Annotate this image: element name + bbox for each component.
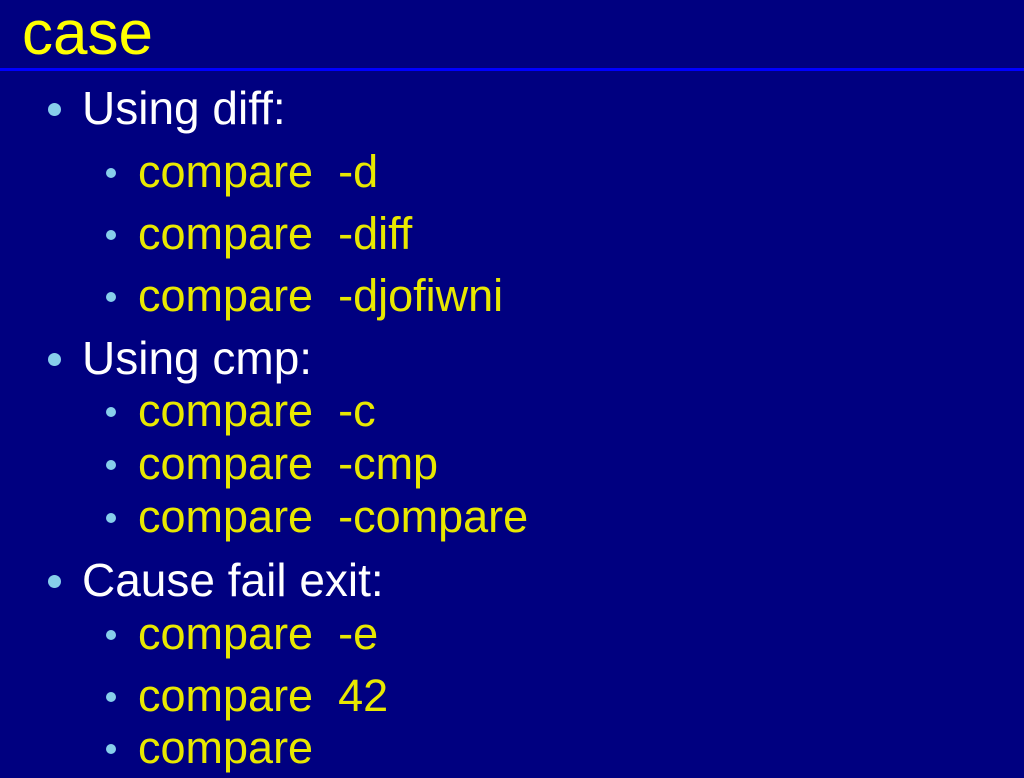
bullet-icon xyxy=(106,744,116,754)
bullet-icon xyxy=(106,460,116,470)
bullet-icon xyxy=(48,575,61,588)
item-text: compare -diff xyxy=(138,208,413,259)
bullet-icon xyxy=(106,292,116,302)
heading-text: Using diff: xyxy=(82,82,286,134)
bullet-icon xyxy=(106,513,116,523)
list-item: compare -e xyxy=(106,604,379,664)
bullet-icon xyxy=(106,630,116,640)
list-item: compare -d xyxy=(106,142,379,202)
bullet-icon xyxy=(48,353,61,366)
list-item: compare -compare xyxy=(106,487,529,547)
bullet-icon xyxy=(106,692,116,702)
bullet-icon xyxy=(48,103,61,116)
item-text: compare -e xyxy=(138,608,379,659)
item-text: compare -compare xyxy=(138,491,529,542)
item-text: compare -cmp xyxy=(138,438,439,489)
item-text: compare 42 xyxy=(138,670,389,721)
section-heading: Using diff: xyxy=(48,78,286,138)
bullet-icon xyxy=(106,230,116,240)
slide-title: case xyxy=(22,0,153,68)
list-item: compare -c xyxy=(106,381,376,441)
bullet-icon xyxy=(106,168,116,178)
item-text: compare -djofiwni xyxy=(138,270,504,321)
heading-text: Cause fail exit: xyxy=(82,554,384,606)
list-item: compare -diff xyxy=(106,204,413,264)
list-item: compare xyxy=(106,718,314,778)
bullet-icon xyxy=(106,407,116,417)
title-divider xyxy=(0,68,1024,71)
item-text: compare -d xyxy=(138,146,379,197)
heading-text: Using cmp: xyxy=(82,332,313,384)
list-item: compare -djofiwni xyxy=(106,266,504,326)
item-text: compare xyxy=(138,722,314,773)
list-item: compare -cmp xyxy=(106,434,439,494)
section-heading: Using cmp: xyxy=(48,328,313,388)
list-item: compare 42 xyxy=(106,666,389,726)
item-text: compare -c xyxy=(138,385,376,436)
section-heading: Cause fail exit: xyxy=(48,550,384,610)
